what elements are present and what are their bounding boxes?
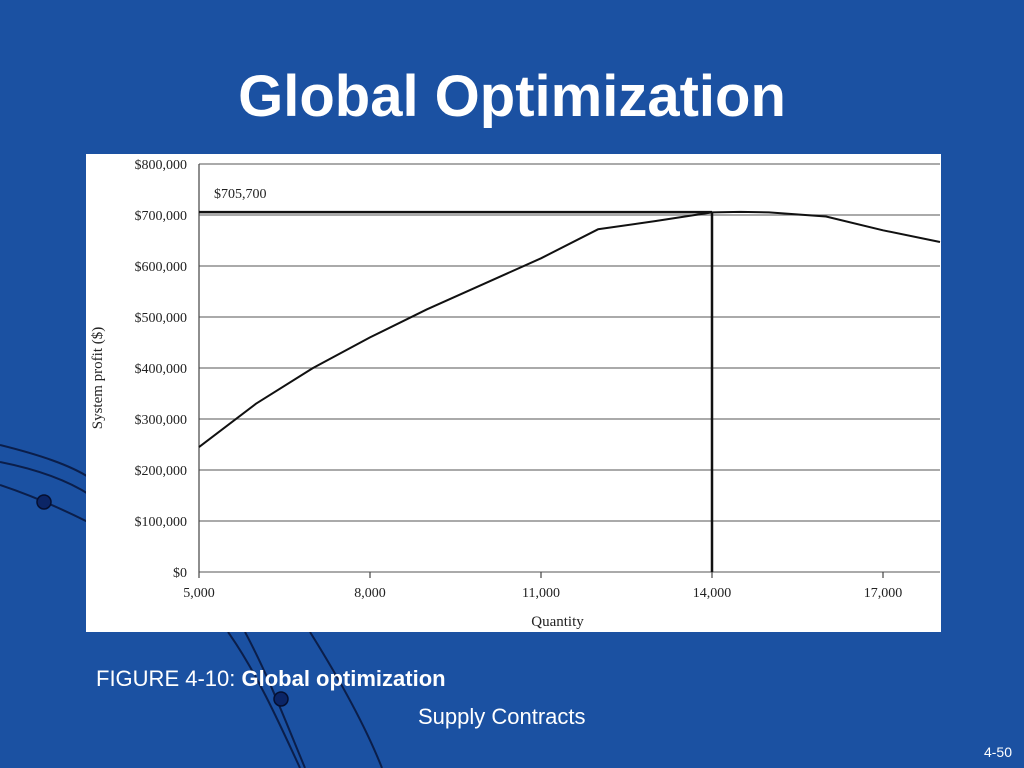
x-tick-label: 17,000 [864, 586, 903, 601]
slide-title: Global Optimization [238, 64, 786, 129]
y-tick-label: $400,000 [135, 362, 188, 377]
figure-caption: FIGURE 4-10: Global optimization [96, 666, 446, 692]
y-tick-label: $500,000 [135, 311, 188, 326]
y-axis-title: System profit ($) [90, 327, 106, 430]
optimum-label: $705,700 [214, 187, 267, 202]
profit-chart: $0 $100,000 $200,000 $300,000 $400,000 $500,0… [90, 158, 941, 630]
x-axis-title: Quantity [531, 614, 584, 630]
x-tick-label: 5,000 [183, 586, 215, 601]
y-tick-label: $300,000 [135, 413, 188, 428]
y-tick-label: $200,000 [135, 464, 188, 479]
y-tick-label: $600,000 [135, 260, 188, 275]
y-tick-label: $700,000 [135, 209, 188, 224]
x-tick-label: 11,000 [522, 586, 560, 601]
y-tick-label: $0 [173, 566, 187, 581]
chart-panel: $0 $100,000 $200,000 $300,000 $400,000 $500,0… [86, 154, 941, 632]
x-tick-label: 8,000 [354, 586, 386, 601]
y-tick-label: $100,000 [135, 515, 188, 530]
caption-bold: Global optimization [241, 666, 446, 691]
slide-subtitle: Supply Contracts [418, 704, 586, 729]
page-number: 4-50 [983, 744, 1012, 760]
caption-prefix: FIGURE 4-10: [96, 666, 242, 691]
profit-curve [198, 210, 941, 448]
x-tick-label: 14,000 [693, 586, 732, 601]
y-tick-label: $800,000 [135, 158, 188, 173]
